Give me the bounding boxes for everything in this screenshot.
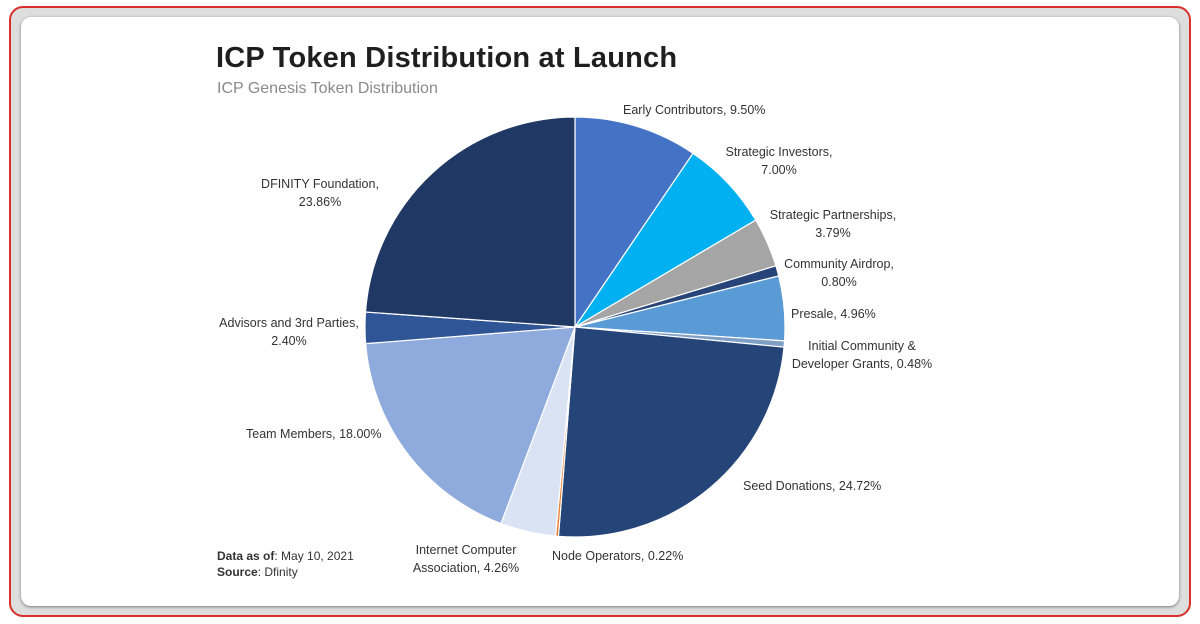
pie-slice-dfinity-foundation — [364, 116, 576, 328]
source-label: Source — [217, 565, 258, 579]
label-community-airdrop: Community Airdrop, 0.80% — [772, 255, 906, 291]
label-community-airdrop-name: Community Airdrop, — [784, 257, 894, 271]
label-seed-donations: Seed Donations, 24.72% — [743, 479, 882, 493]
source-value: : Dfinity — [257, 565, 298, 579]
label-developer-grants-value: Developer Grants, 0.48% — [791, 357, 933, 371]
label-advisors: Advisors and 3rd Parties, 2.40% — [208, 314, 370, 350]
label-dfinity-foundation: DFINITY Foundation, 23.86% — [251, 175, 389, 211]
label-strategic-partnerships-name: Strategic Partnerships, — [769, 208, 897, 222]
pie-slice-early-contributors — [574, 116, 694, 329]
label-early-contributors: Early Contributors, 9.50% — [623, 103, 766, 117]
pie-slice-seed-donations — [557, 326, 785, 538]
label-developer-grants-name: Initial Community & — [808, 339, 916, 353]
label-advisors-name: Advisors and 3rd Parties, — [219, 316, 359, 330]
data-as-of-label: Data as of — [217, 549, 275, 563]
pie-slice-team-members — [365, 326, 576, 525]
label-ica-name: Internet Computer — [415, 543, 517, 557]
chart-subtitle: ICP Genesis Token Distribution — [217, 80, 438, 97]
label-strategic-partnerships-value: 3.79% — [815, 226, 851, 240]
label-strategic-partnerships: Strategic Partnerships, 3.79% — [758, 206, 908, 242]
chart-title: ICP Token Distribution at Launch — [216, 42, 678, 74]
label-strategic-investors: Strategic Investors, 7.00% — [712, 143, 846, 179]
label-advisors-value: 2.40% — [271, 334, 307, 348]
label-dfinity-value: 23.86% — [298, 195, 342, 209]
source-line: Source: Dfinity — [217, 564, 354, 580]
label-dfinity-name: DFINITY Foundation, — [261, 177, 379, 191]
label-community-airdrop-value: 0.80% — [821, 275, 857, 289]
label-ica-value: Association, 4.26% — [412, 561, 520, 575]
label-strategic-investors-value: 7.00% — [761, 163, 797, 177]
data-as-of-line: Data as of: May 10, 2021 — [217, 548, 354, 564]
label-presale: Presale, 4.96% — [791, 307, 876, 321]
label-internet-computer-association: Internet Computer Association, 4.26% — [400, 541, 532, 577]
label-node-operators: Node Operators, 0.22% — [552, 549, 684, 563]
label-developer-grants: Initial Community & Developer Grants, 0.… — [782, 337, 942, 373]
chart-footer: Data as of: May 10, 2021 Source: Dfinity — [217, 548, 354, 580]
data-as-of-value: : May 10, 2021 — [274, 549, 354, 563]
label-team-members: Team Members, 18.00% — [246, 427, 382, 441]
label-strategic-investors-name: Strategic Investors, — [725, 145, 833, 159]
